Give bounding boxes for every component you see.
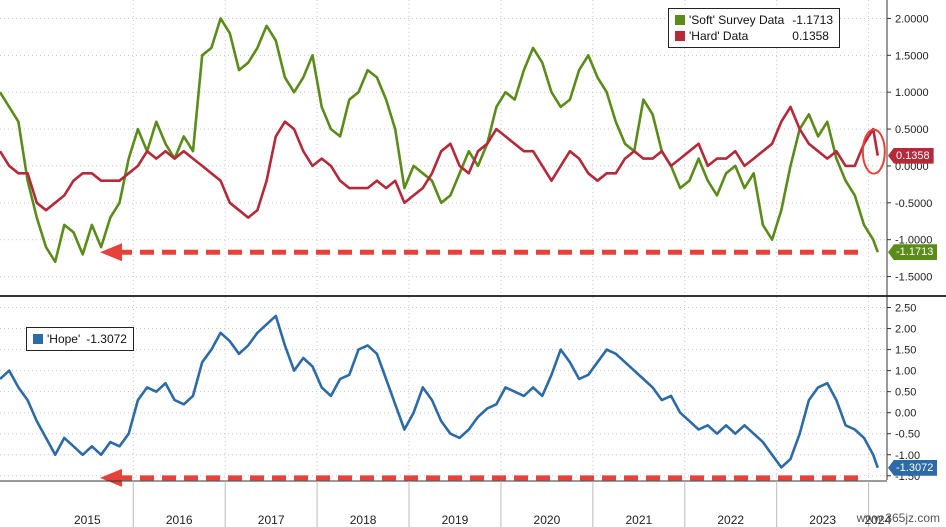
legend-value-hope: -1.3072 bbox=[86, 332, 127, 346]
y-tick-label: 2.00 bbox=[895, 324, 916, 336]
x-tick-label: 2021 bbox=[625, 513, 652, 527]
highlight-circle bbox=[861, 128, 886, 175]
y-tick-label: 1.5000 bbox=[895, 50, 929, 62]
y-tick-label: 1.0000 bbox=[895, 87, 929, 99]
y-tick-label: -1.0000 bbox=[895, 235, 932, 247]
y-tick-label: 0.0000 bbox=[895, 161, 929, 173]
last-value-tag-hard: 0.1358 bbox=[888, 147, 934, 164]
y-tick-label: -1.00 bbox=[895, 450, 920, 462]
y-tick-label: -0.5000 bbox=[895, 198, 932, 210]
y-tick-label: 1.00 bbox=[895, 366, 916, 378]
legend-swatch-hard bbox=[675, 31, 685, 41]
y-tick-label: 1.50 bbox=[895, 345, 916, 357]
x-tick-label: 2015 bbox=[74, 513, 101, 527]
x-tick-label: 2018 bbox=[350, 513, 377, 527]
x-tick-label: 2020 bbox=[534, 513, 561, 527]
legend-value-hard: 0.1358 bbox=[792, 29, 829, 43]
bottom-legend: 'Hope' -1.3072 bbox=[26, 327, 134, 351]
legend-swatch-soft bbox=[675, 15, 685, 25]
x-tick-label: 2019 bbox=[442, 513, 469, 527]
bottom-panel: -1.50-1.00-0.500.000.501.001.502.002.50 bbox=[0, 297, 920, 487]
legend-entry-hope: 'Hope' -1.3072 bbox=[33, 331, 127, 347]
legend-entry-soft: 'Soft' Survey Data -1.1713 bbox=[675, 12, 833, 28]
y-tick-label: 0.5000 bbox=[895, 124, 929, 136]
x-tick-label: 2022 bbox=[717, 513, 744, 527]
series-line-0 bbox=[0, 314, 880, 469]
y-tick-label: 2.50 bbox=[895, 303, 916, 315]
x-tick-label: 2016 bbox=[166, 513, 193, 527]
trend-arrow-head bbox=[100, 243, 122, 262]
watermark: www.365jz.com bbox=[856, 511, 940, 525]
x-tick-label: 2017 bbox=[258, 513, 285, 527]
trend-arrow-head bbox=[100, 468, 122, 487]
y-tick-label: 0.00 bbox=[895, 408, 916, 420]
x-tick-label: 2023 bbox=[809, 513, 836, 527]
y-tick-label: -0.50 bbox=[895, 429, 920, 441]
top-legend: 'Soft' Survey Data -1.1713 'Hard' Data 0… bbox=[668, 8, 840, 48]
x-axis: 2015 2016 2017 2018 2019 2020 2021 2022 2023 2024 bbox=[0, 480, 891, 527]
legend-label-hard: 'Hard' Data bbox=[689, 29, 749, 43]
legend-swatch-hope bbox=[33, 334, 43, 344]
legend-label-soft: 'Soft' Survey Data bbox=[689, 13, 785, 27]
legend-label-hope: 'Hope' bbox=[47, 332, 81, 346]
x-tick-label: 2024 bbox=[864, 513, 891, 527]
last-value-tag-soft: -1.1713 bbox=[888, 244, 938, 261]
legend-entry-hard: 'Hard' Data 0.1358 bbox=[675, 28, 833, 44]
last-value-tag-hope: -1.3072 bbox=[888, 459, 938, 476]
y-tick-label: 2.0000 bbox=[895, 13, 929, 25]
y-tick-label: 0.50 bbox=[895, 387, 916, 399]
series-line-1 bbox=[0, 105, 880, 219]
y-tick-label: -1.5000 bbox=[895, 272, 932, 284]
top-panel: -1.5000 -1.0000 -0.5000 0.0000 0.5000 1.0000 1… bbox=[0, 0, 932, 295]
legend-value-soft: -1.1713 bbox=[792, 13, 833, 27]
plot-area bbox=[0, 297, 887, 480]
